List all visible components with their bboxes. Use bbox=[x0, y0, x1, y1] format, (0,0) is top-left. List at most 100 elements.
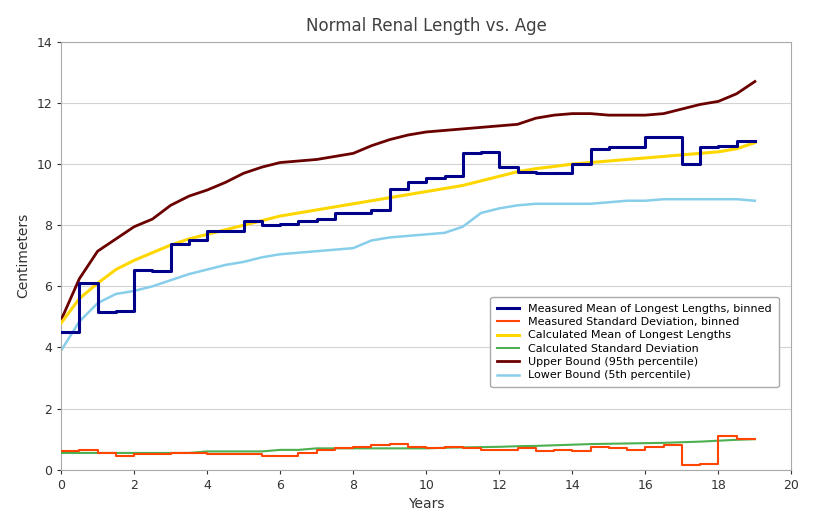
Upper Bound (95th percentile) bbox=[421, 129, 431, 135]
Upper Bound (95th percentile) bbox=[56, 317, 66, 323]
Calculated Mean of Longest Lengths bbox=[421, 188, 431, 195]
Upper Bound (95th percentile) bbox=[330, 153, 340, 159]
Calculated Standard Deviation bbox=[385, 445, 395, 451]
Measured Standard Deviation, binned bbox=[512, 445, 522, 451]
Lower Bound (5th percentile) bbox=[421, 231, 431, 238]
Measured Mean of Longest Lengths, binned bbox=[512, 168, 522, 175]
Measured Standard Deviation, binned bbox=[56, 448, 66, 455]
Calculated Standard Deviation bbox=[239, 448, 249, 455]
Upper Bound (95th percentile) bbox=[366, 143, 376, 149]
Upper Bound (95th percentile) bbox=[732, 91, 742, 97]
Lower Bound (5th percentile) bbox=[476, 210, 486, 216]
Lower Bound (5th percentile) bbox=[330, 247, 340, 253]
Lower Bound (5th percentile) bbox=[184, 271, 194, 277]
Lower Bound (5th percentile) bbox=[202, 266, 212, 272]
Calculated Mean of Longest Lengths bbox=[531, 165, 541, 172]
Upper Bound (95th percentile) bbox=[202, 187, 212, 193]
Calculated Standard Deviation bbox=[622, 440, 632, 447]
Measured Mean of Longest Lengths, binned bbox=[56, 329, 66, 335]
Lower Bound (5th percentile) bbox=[148, 283, 157, 289]
Measured Standard Deviation, binned bbox=[421, 444, 431, 450]
Upper Bound (95th percentile) bbox=[239, 170, 249, 176]
Upper Bound (95th percentile) bbox=[111, 236, 121, 242]
Upper Bound (95th percentile) bbox=[604, 112, 614, 118]
Calculated Standard Deviation bbox=[750, 436, 760, 442]
Lower Bound (5th percentile) bbox=[531, 201, 541, 207]
Calculated Mean of Longest Lengths bbox=[512, 168, 522, 175]
Lower Bound (5th percentile) bbox=[440, 230, 450, 236]
Calculated Standard Deviation bbox=[531, 443, 541, 449]
Calculated Standard Deviation bbox=[366, 445, 376, 451]
Calculated Mean of Longest Lengths bbox=[403, 192, 413, 198]
Calculated Standard Deviation bbox=[458, 444, 468, 450]
Calculated Standard Deviation bbox=[494, 444, 504, 450]
Calculated Mean of Longest Lengths bbox=[294, 210, 304, 216]
Lower Bound (5th percentile) bbox=[312, 248, 322, 254]
Upper Bound (95th percentile) bbox=[659, 110, 668, 117]
Upper Bound (95th percentile) bbox=[512, 121, 522, 127]
Upper Bound (95th percentile) bbox=[641, 112, 650, 118]
Upper Bound (95th percentile) bbox=[93, 248, 103, 254]
Lower Bound (5th percentile) bbox=[586, 201, 596, 207]
Upper Bound (95th percentile) bbox=[458, 126, 468, 132]
Calculated Mean of Longest Lengths bbox=[148, 250, 157, 256]
Calculated Mean of Longest Lengths bbox=[385, 194, 395, 201]
Upper Bound (95th percentile) bbox=[713, 98, 723, 105]
Calculated Standard Deviation bbox=[695, 438, 705, 445]
Title: Normal Renal Length vs. Age: Normal Renal Length vs. Age bbox=[306, 17, 547, 35]
Measured Standard Deviation, binned bbox=[604, 445, 614, 451]
Calculated Mean of Longest Lengths bbox=[695, 150, 705, 156]
Calculated Standard Deviation bbox=[348, 445, 358, 451]
Calculated Mean of Longest Lengths bbox=[257, 218, 267, 224]
Calculated Standard Deviation bbox=[476, 444, 486, 450]
Line: Upper Bound (95th percentile): Upper Bound (95th percentile) bbox=[61, 81, 755, 320]
Lower Bound (5th percentile) bbox=[641, 197, 650, 204]
Calculated Mean of Longest Lengths bbox=[312, 207, 322, 213]
Upper Bound (95th percentile) bbox=[74, 276, 84, 282]
Measured Mean of Longest Lengths, binned bbox=[604, 144, 614, 150]
Measured Mean of Longest Lengths, binned bbox=[294, 218, 304, 224]
Lower Bound (5th percentile) bbox=[111, 291, 121, 297]
Lower Bound (5th percentile) bbox=[659, 196, 668, 202]
Calculated Mean of Longest Lengths bbox=[166, 242, 175, 248]
Calculated Standard Deviation bbox=[111, 450, 121, 456]
Upper Bound (95th percentile) bbox=[275, 159, 285, 166]
Lower Bound (5th percentile) bbox=[385, 234, 395, 241]
Upper Bound (95th percentile) bbox=[220, 179, 230, 185]
Upper Bound (95th percentile) bbox=[531, 115, 541, 121]
Measured Mean of Longest Lengths, binned bbox=[641, 134, 650, 140]
Lower Bound (5th percentile) bbox=[549, 201, 559, 207]
Calculated Mean of Longest Lengths bbox=[476, 178, 486, 184]
Calculated Mean of Longest Lengths bbox=[366, 197, 376, 204]
Upper Bound (95th percentile) bbox=[494, 122, 504, 129]
Calculated Standard Deviation bbox=[330, 445, 340, 451]
Lower Bound (5th percentile) bbox=[348, 245, 358, 251]
Lower Bound (5th percentile) bbox=[750, 197, 760, 204]
Measured Standard Deviation, binned bbox=[294, 450, 304, 456]
Calculated Mean of Longest Lengths bbox=[713, 149, 723, 155]
Calculated Standard Deviation bbox=[312, 445, 322, 451]
Lower Bound (5th percentile) bbox=[732, 196, 742, 202]
Lower Bound (5th percentile) bbox=[713, 196, 723, 202]
Calculated Mean of Longest Lengths bbox=[659, 153, 668, 159]
Calculated Mean of Longest Lengths bbox=[111, 266, 121, 272]
Line: Lower Bound (5th percentile): Lower Bound (5th percentile) bbox=[61, 199, 755, 351]
Line: Measured Standard Deviation, binned: Measured Standard Deviation, binned bbox=[61, 436, 755, 465]
Calculated Mean of Longest Lengths bbox=[239, 222, 249, 229]
Upper Bound (95th percentile) bbox=[148, 216, 157, 222]
Calculated Standard Deviation bbox=[713, 438, 723, 444]
Calculated Mean of Longest Lengths bbox=[677, 152, 687, 158]
Calculated Mean of Longest Lengths bbox=[56, 320, 66, 326]
Measured Standard Deviation, binned bbox=[713, 433, 723, 439]
Calculated Standard Deviation bbox=[512, 443, 522, 449]
Measured Standard Deviation, binned bbox=[677, 462, 687, 468]
Line: Measured Mean of Longest Lengths, binned: Measured Mean of Longest Lengths, binned bbox=[61, 137, 755, 332]
Legend: Measured Mean of Longest Lengths, binned, Measured Standard Deviation, binned, C: Measured Mean of Longest Lengths, binned… bbox=[490, 297, 778, 387]
Lower Bound (5th percentile) bbox=[257, 254, 267, 260]
Upper Bound (95th percentile) bbox=[312, 156, 322, 163]
Y-axis label: Centimeters: Centimeters bbox=[16, 213, 31, 298]
Upper Bound (95th percentile) bbox=[257, 164, 267, 171]
Calculated Standard Deviation bbox=[641, 440, 650, 446]
Measured Standard Deviation, binned bbox=[750, 436, 760, 442]
Calculated Mean of Longest Lengths bbox=[275, 213, 285, 219]
